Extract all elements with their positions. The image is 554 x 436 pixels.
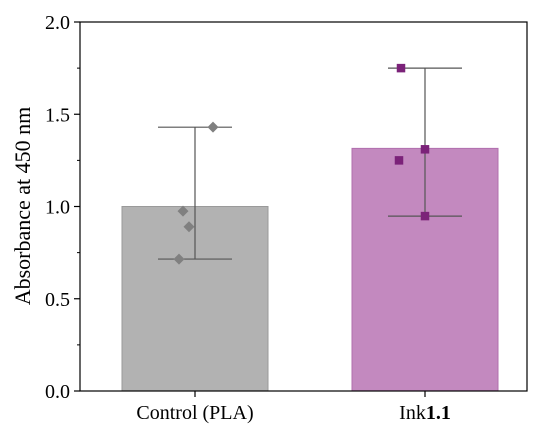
x-axis-ticks: Control (PLA) Ink1.1 (136, 391, 451, 424)
y-tick-label-1: 0.5 (45, 289, 70, 311)
y-tick-label-2: 1.0 (45, 197, 70, 219)
y-axis-ticks: 0.0 0.5 1.0 1.5 2.0 (45, 12, 80, 403)
data-point-1-1 (207, 121, 219, 133)
y-tick-label-0: 0.0 (45, 381, 70, 403)
y-tick-label-3: 1.5 (45, 104, 70, 126)
data-point-1-3 (183, 221, 195, 233)
data-point-2-3 (394, 156, 404, 165)
y-tick-label-4: 2.0 (45, 12, 70, 34)
y-axis-label: Absorbance at 450 nm (10, 107, 35, 306)
data-point-2-1 (396, 63, 406, 73)
bars-group (121, 147, 499, 392)
x-tick-label-2: Ink1.1 (399, 402, 451, 424)
data-point-2-2 (420, 145, 430, 154)
data-point-1-4 (173, 253, 185, 265)
x-tick-label-1: Control (PLA) (136, 402, 253, 424)
data-point-1-2 (177, 205, 189, 217)
data-point-2-4 (420, 211, 430, 221)
data-points-group (173, 63, 430, 265)
